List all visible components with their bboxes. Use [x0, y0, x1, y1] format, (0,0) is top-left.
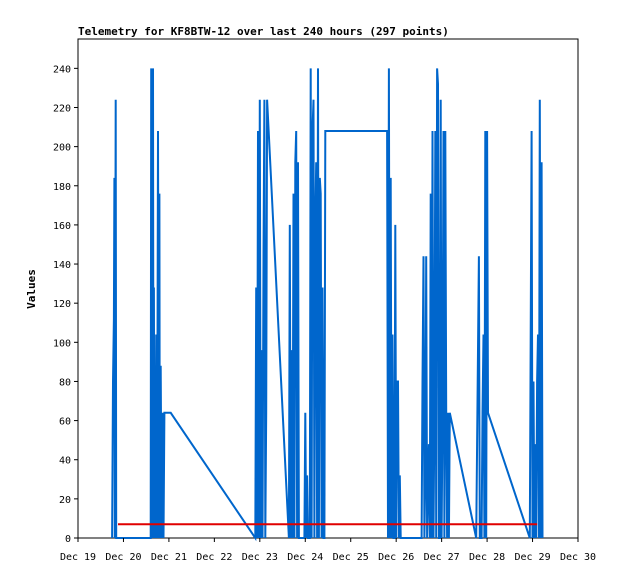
x-tick-label: Dec 28 — [469, 552, 505, 563]
y-tick-label: 100 — [53, 338, 71, 349]
x-tick-label: Dec 27 — [424, 552, 460, 563]
y-tick-label: 200 — [53, 143, 71, 154]
y-tick-label: 140 — [53, 260, 71, 271]
y-tick-label: 240 — [53, 64, 71, 75]
x-tick-label: Dec 20 — [105, 552, 141, 563]
series-layer — [111, 68, 544, 542]
y-tick-label: 220 — [53, 103, 71, 114]
y-axis-ticks: 0 20 40 60 80 100 120 140 160 180 200 220 240 — [53, 64, 78, 545]
y-tick-label: 40 — [59, 456, 71, 467]
x-tick-label: Dec 23 — [242, 552, 278, 563]
series-line-values — [111, 68, 544, 542]
x-tick-label: Dec 25 — [333, 552, 369, 563]
y-tick-label: 180 — [53, 182, 71, 193]
y-tick-label: 0 — [65, 534, 71, 545]
x-tick-label: Dec 21 — [151, 552, 187, 563]
y-tick-label: 60 — [59, 417, 71, 428]
x-axis-ticks: Dec 19 Dec 20 Dec 21 Dec 22 Dec 23 Dec 24 Dec … — [60, 538, 596, 563]
x-tick-label: Dec 19 — [60, 552, 96, 563]
chart-title: Telemetry for KF8BTW-12 over last 240 ho… — [78, 25, 449, 38]
plot-frame — [77, 38, 579, 539]
x-tick-label: Dec 24 — [287, 552, 323, 563]
y-axis-label: Values — [25, 269, 38, 309]
y-tick-label: 80 — [59, 377, 71, 388]
x-tick-label: Dec 30 — [560, 552, 596, 563]
x-tick-label: Dec 22 — [196, 552, 232, 563]
x-tick-label: Dec 26 — [378, 552, 414, 563]
y-tick-label: 160 — [53, 221, 71, 232]
y-tick-label: 20 — [59, 495, 71, 506]
y-tick-label: 120 — [53, 299, 71, 310]
x-tick-label: Dec 29 — [514, 552, 550, 563]
